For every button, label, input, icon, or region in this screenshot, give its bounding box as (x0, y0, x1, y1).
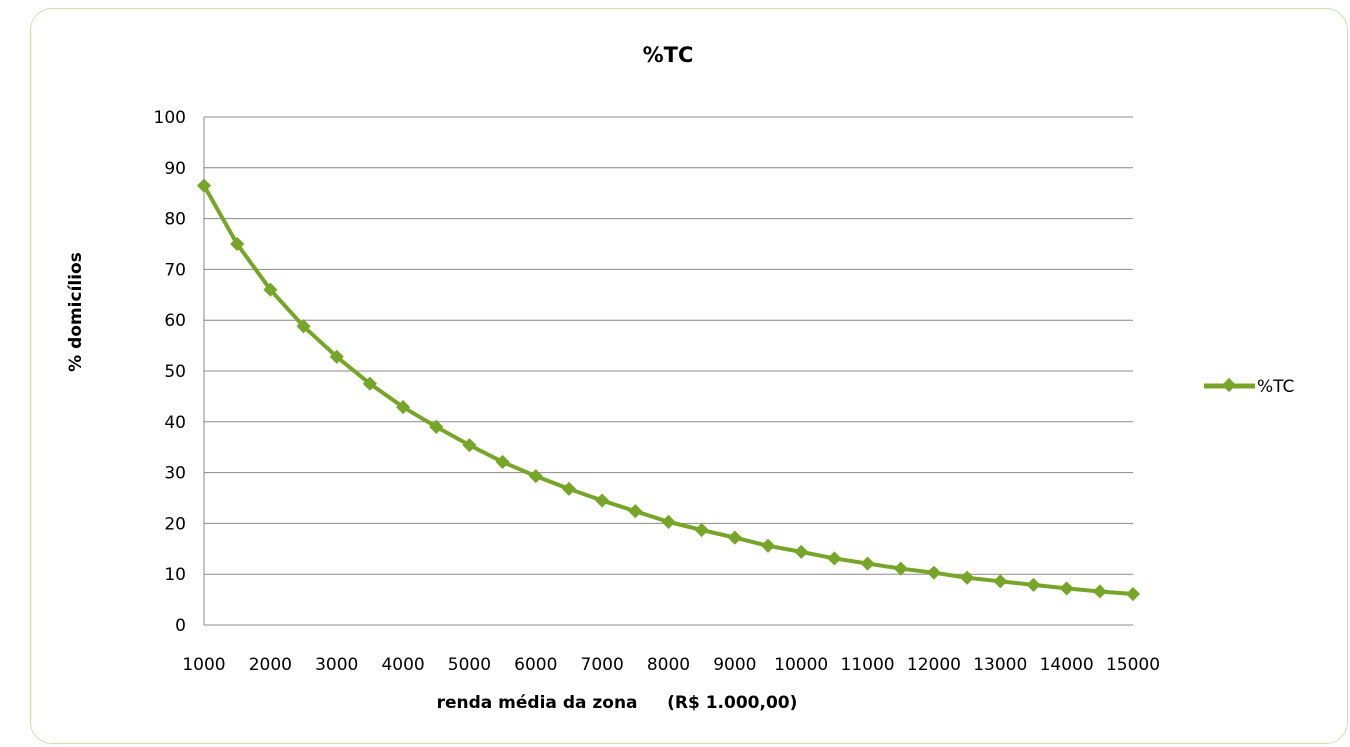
data-point (595, 493, 610, 508)
y-tick-label: 0 (175, 616, 186, 636)
x-tick-label: 12000 (907, 655, 961, 675)
data-point (794, 544, 809, 559)
y-tick-label: 50 (164, 362, 186, 382)
y-tick-label: 100 (154, 108, 186, 128)
x-tick-label: 14000 (1040, 655, 1094, 675)
grid-lines (203, 116, 1133, 626)
data-point (727, 530, 742, 545)
x-tick-label: 10000 (774, 655, 828, 675)
series-line (202, 184, 1134, 597)
data-point (329, 349, 344, 364)
series-pct-tc (196, 178, 1141, 602)
data-point (230, 236, 245, 252)
x-axis-ticks: 1000 2000 3000 4000 5000 6000 7000 8000 9000 1000… (182, 655, 1160, 675)
data-point (993, 574, 1008, 589)
y-tick-label: 10 (164, 565, 186, 585)
data-point (263, 282, 278, 297)
data-point (628, 504, 643, 519)
y-tick-label: 30 (164, 464, 186, 484)
x-tick-label: 8000 (647, 655, 690, 675)
data-point (296, 319, 311, 334)
x-tick-label: 1000 (182, 655, 225, 675)
x-tick-label: 2000 (249, 655, 292, 675)
data-point (1059, 581, 1074, 596)
data-point (960, 570, 975, 585)
data-point (362, 376, 377, 391)
y-tick-label: 70 (164, 260, 186, 280)
x-tick-label: 7000 (581, 655, 624, 675)
data-point (893, 561, 908, 576)
data-point (1125, 586, 1141, 602)
legend: %TC (1204, 377, 1294, 397)
data-point (694, 522, 709, 538)
x-tick-label: 3000 (315, 655, 358, 675)
data-point (1026, 577, 1041, 592)
x-tick-label: 5000 (448, 655, 491, 675)
chart-frame (30, 8, 1348, 744)
x-tick-label: 9000 (713, 655, 756, 675)
data-point (561, 481, 577, 496)
data-point (196, 178, 212, 193)
data-point (528, 469, 543, 484)
y-tick-label: 60 (164, 311, 186, 331)
legend-label: %TC (1257, 377, 1294, 397)
x-tick-label: 4000 (381, 655, 424, 675)
x-tick-label: 11000 (841, 655, 895, 675)
y-axis-ticks: 0 10 20 30 40 50 60 70 80 90 100 (154, 108, 186, 636)
data-point (860, 556, 875, 571)
data-point (495, 454, 510, 470)
data-point (661, 514, 676, 529)
data-point (760, 538, 776, 553)
y-axis-title: % domicílios (66, 252, 86, 372)
y-tick-label: 80 (164, 210, 186, 230)
data-point (462, 438, 477, 453)
legend-marker (1221, 377, 1237, 393)
x-axis-title: renda média da zona (R$ 1.000,00) (437, 693, 798, 713)
y-tick-label: 90 (164, 159, 186, 179)
data-point (1092, 584, 1107, 599)
data-point (396, 399, 411, 415)
y-tick-label: 40 (164, 413, 186, 433)
chart-title: %TC (643, 43, 694, 67)
y-tick-label: 20 (164, 514, 186, 534)
x-tick-label: 15000 (1106, 655, 1160, 675)
data-point (926, 565, 941, 580)
x-tick-label: 13000 (973, 655, 1027, 675)
x-tick-label: 6000 (514, 655, 557, 675)
data-point (429, 419, 444, 434)
data-point (827, 551, 842, 566)
